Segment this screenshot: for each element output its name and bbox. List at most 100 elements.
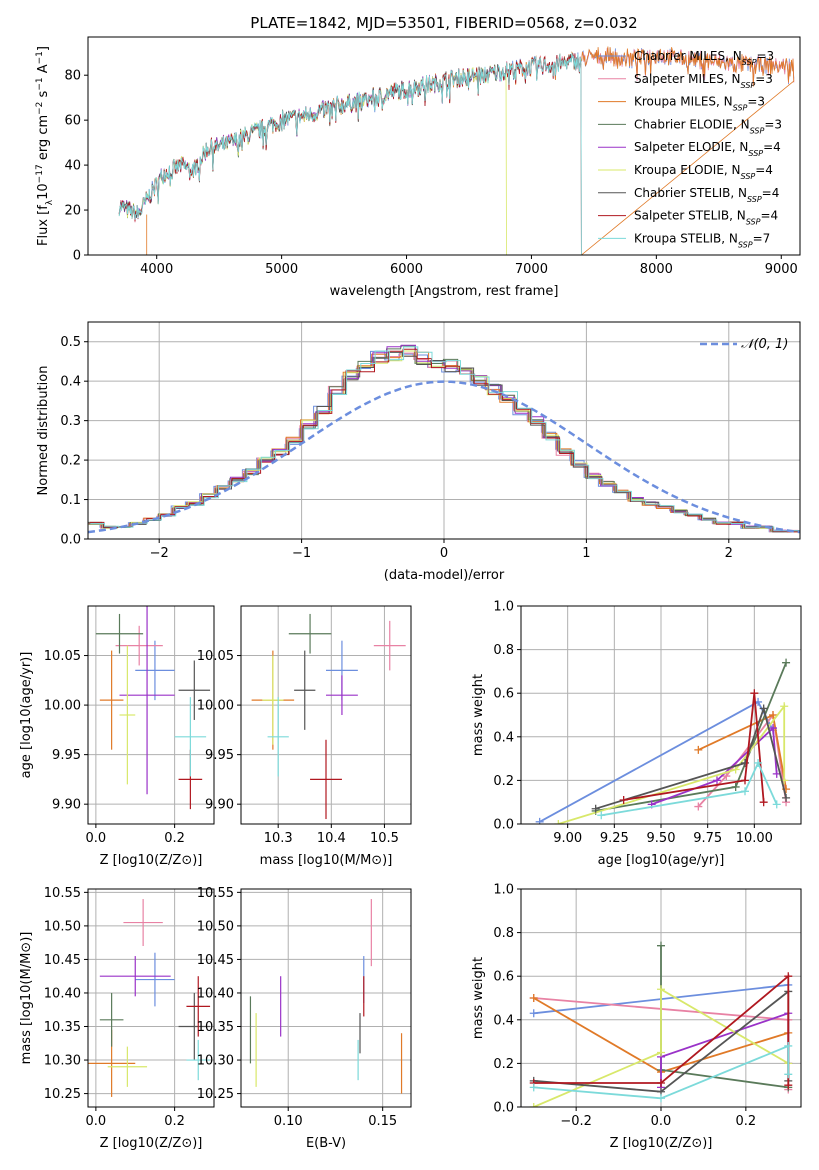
plot-area-residuals bbox=[88, 344, 800, 534]
y-tick-label: 10.25 bbox=[44, 1087, 81, 1102]
y-tick-label: 9.90 bbox=[52, 798, 81, 813]
x-tick-label: 9.50 bbox=[647, 831, 676, 846]
y-tick-label: 0.1 bbox=[60, 493, 81, 508]
marker-salpeter-miles bbox=[694, 802, 703, 811]
y-tick-label: 1.0 bbox=[493, 883, 514, 898]
marker-salpeter-stelib bbox=[741, 776, 749, 785]
x-axis-label: Z [log10(Z/Z⊙)] bbox=[100, 853, 203, 868]
x-axis-label: E(B-V) bbox=[306, 1136, 346, 1151]
marker-kroupa-stelib bbox=[529, 1083, 538, 1092]
x-axis-label: (data-model)/error bbox=[384, 568, 505, 583]
marker-salpeter-stelib bbox=[784, 1081, 793, 1090]
x-axis-label: wavelength [Angstrom, rest frame] bbox=[330, 284, 559, 299]
y-tick-label: 0.6 bbox=[493, 970, 514, 985]
legend-label-chabrier-stelib: Chabrier STELIB, NSSP=4 bbox=[634, 186, 779, 204]
x-tick-label: 0.2 bbox=[736, 1114, 757, 1129]
x-tick-label: 2 bbox=[725, 546, 733, 561]
x-tick-label: 8000 bbox=[640, 262, 673, 277]
marker-kroupa-elodie bbox=[657, 985, 665, 994]
legend-label-chabrier-miles: Chabrier MILES, NSSP=3 bbox=[634, 49, 774, 67]
y-tick-label: 10.35 bbox=[197, 1020, 234, 1035]
y-tick-label: 10.45 bbox=[197, 953, 234, 968]
weight-line-kroupa-stelib bbox=[601, 760, 778, 817]
y-tick-label: 0.3 bbox=[60, 414, 81, 429]
weight-line-salpeter-stelib bbox=[533, 974, 790, 1086]
y-tick-label: 10.50 bbox=[197, 919, 234, 934]
marker-chabrier-elodie bbox=[782, 658, 791, 667]
legend-label-kroupa-miles: Kroupa MILES, NSSP=3 bbox=[634, 95, 765, 113]
marker-kroupa-stelib bbox=[754, 758, 763, 767]
marker-salpeter-elodie bbox=[769, 724, 777, 733]
marker-salpeter-miles bbox=[722, 772, 731, 781]
spectrum-line-kroupa-stelib bbox=[118, 52, 582, 255]
y-tick-label: 0.0 bbox=[493, 1101, 514, 1116]
frame-weight_vs_age bbox=[520, 605, 802, 825]
x-tick-label: 0.0 bbox=[86, 831, 107, 846]
weight-line-chabrier-stelib bbox=[595, 705, 787, 810]
axes-weight_vs_Z: −0.2 0.0 0.2 0.0 0.2 0.4 0.6 0.8 1.0 Z [log10(Z/Z… bbox=[471, 883, 802, 1151]
marker-chabrier-stelib bbox=[782, 793, 791, 802]
x-tick-label: 9.75 bbox=[693, 831, 722, 846]
y-tick-label: 10.35 bbox=[44, 1020, 81, 1035]
y-tick-label: 0.0 bbox=[493, 818, 514, 833]
y-tick-label: 80 bbox=[64, 69, 81, 84]
marker-kroupa-elodie bbox=[731, 765, 740, 774]
x-axis-label: Z [log10(Z/Z⊙)] bbox=[610, 1136, 713, 1151]
spectrum-line-chabrier-stelib bbox=[118, 54, 582, 219]
marker-kroupa-stelib bbox=[597, 811, 606, 820]
y-tick-label: 10.55 bbox=[197, 886, 234, 901]
y-axis-label: mass [log10(M/M⊙)] bbox=[19, 932, 34, 1065]
x-tick-label: 10.5 bbox=[370, 831, 399, 846]
marker-kroupa-stelib bbox=[772, 800, 781, 809]
y-tick-label: 10.50 bbox=[44, 919, 81, 934]
legend-label-normal: 𝒩(0, 1) bbox=[741, 337, 788, 352]
y-tick-label: 0.5 bbox=[60, 335, 81, 350]
marker-chabrier-stelib bbox=[591, 804, 600, 813]
x-axis-label: mass [log10(M/M⊙)] bbox=[260, 853, 393, 868]
y-tick-label: 0.8 bbox=[493, 643, 514, 658]
frame-age_vs_mass bbox=[240, 605, 412, 825]
y-tick-label: 10.00 bbox=[197, 699, 234, 714]
frame-residuals bbox=[87, 321, 801, 540]
axes-age_vs_Z: 0.0 0.2 9.90 9.95 10.00 10.05 Z [log10(Z/Z⊙)] a… bbox=[19, 605, 215, 868]
y-tick-label: 0.2 bbox=[60, 454, 81, 469]
x-tick-label: 0.15 bbox=[368, 1114, 397, 1129]
axes-mass_vs_ebv: 0.10 0.15 10.25 10.30 10.35 10.40 10.45 10.50 10… bbox=[197, 886, 412, 1151]
axes-residuals: −2 −1 0 1 2 0.0 0.1 0.2 0.3 0.4 0.5 (data-model)/er… bbox=[36, 321, 801, 583]
y-tick-label: 0.6 bbox=[493, 687, 514, 702]
frame-weight_vs_Z bbox=[520, 888, 802, 1108]
legend: Chabrier MILES, NSSP=3 Salpeter MILES, NS… bbox=[598, 49, 782, 249]
weight-line-kroupa-stelib bbox=[533, 1044, 790, 1100]
y-tick-label: 10.05 bbox=[197, 649, 234, 664]
y-tick-label: 10.40 bbox=[44, 986, 81, 1001]
marker-kroupa-stelib bbox=[784, 1070, 793, 1079]
plot-area-mass_vs_ebv bbox=[249, 899, 403, 1094]
y-tick-label: 10.30 bbox=[197, 1054, 234, 1069]
spectrum-line-salpeter-elodie bbox=[118, 65, 507, 220]
y-tick-label: 9.90 bbox=[205, 798, 234, 813]
frame-mass_vs_Z bbox=[87, 888, 215, 1108]
frame-spectrum bbox=[87, 36, 801, 256]
x-tick-label: 10.4 bbox=[317, 831, 346, 846]
x-tick-label: 0 bbox=[440, 546, 448, 561]
marker-salpeter-stelib bbox=[750, 689, 759, 698]
marker-chabrier-miles bbox=[535, 817, 544, 824]
y-tick-label: 1.0 bbox=[493, 600, 514, 615]
x-tick-label: 0.2 bbox=[164, 831, 185, 846]
x-tick-label: 0.0 bbox=[86, 1114, 107, 1129]
y-tick-label: 10.05 bbox=[44, 649, 81, 664]
y-tick-label: 0.4 bbox=[493, 1013, 514, 1028]
histogram-chabrier-miles bbox=[88, 350, 798, 533]
y-tick-label: 10.00 bbox=[44, 699, 81, 714]
plot-area-mass_vs_Z bbox=[88, 899, 211, 1097]
y-tick-label: 0.0 bbox=[60, 533, 81, 548]
plot-area-age_vs_mass bbox=[251, 613, 406, 820]
marker-kroupa-miles bbox=[529, 994, 538, 1002]
x-tick-label: −2 bbox=[150, 546, 169, 561]
plot-area-weight_vs_age bbox=[535, 658, 791, 824]
x-tick-label: 9000 bbox=[765, 262, 798, 277]
marker-kroupa-elodie bbox=[529, 1103, 538, 1107]
marker-salpeter-stelib bbox=[759, 798, 768, 807]
axes-age_vs_mass: 10.3 10.4 10.5 9.90 9.95 10.00 10.05 mass [log1… bbox=[197, 605, 412, 868]
legend-label-salpeter-stelib: Salpeter STELIB, NSSP=4 bbox=[634, 209, 778, 227]
